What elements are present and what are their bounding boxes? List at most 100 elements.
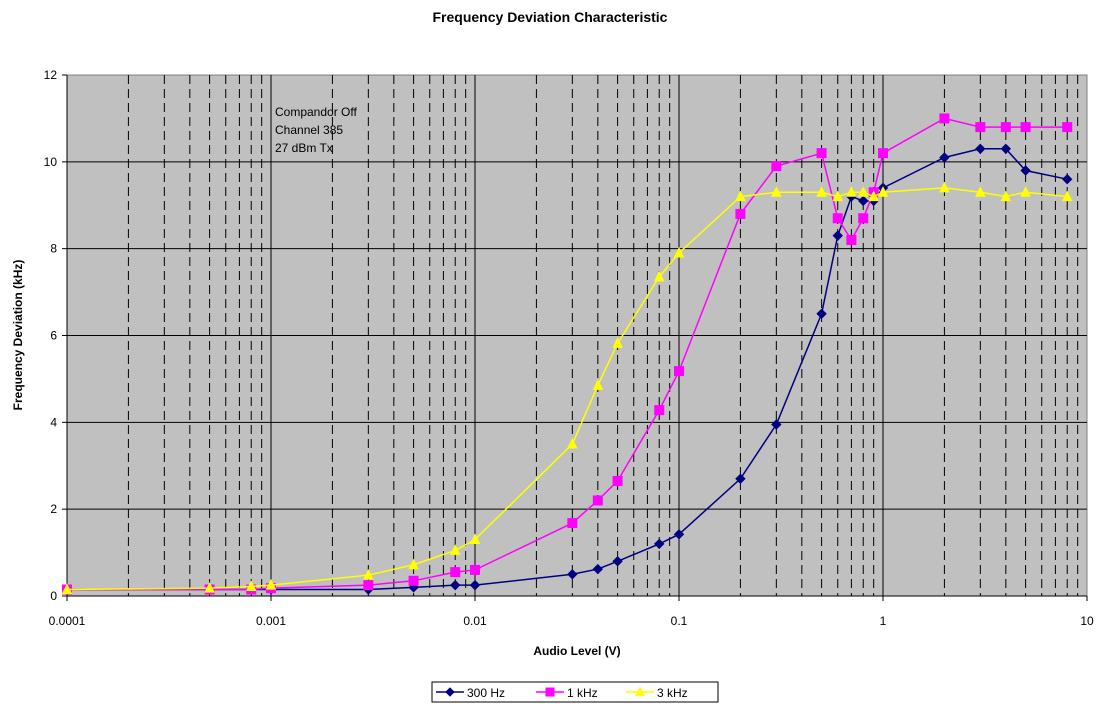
triangle-marker bbox=[635, 686, 645, 696]
square-marker bbox=[858, 213, 869, 224]
square-marker bbox=[363, 580, 374, 591]
diamond-marker bbox=[1000, 143, 1012, 155]
diamond-marker bbox=[445, 687, 455, 697]
triangle-marker bbox=[816, 186, 827, 197]
diamond-marker bbox=[612, 556, 623, 567]
annotation-line-2: Channel 385 bbox=[275, 123, 343, 137]
square-marker bbox=[771, 161, 782, 172]
x-tick-label: 0.01 bbox=[463, 614, 487, 628]
legend-box bbox=[431, 681, 719, 703]
triangle-marker bbox=[265, 579, 277, 590]
square-marker bbox=[470, 564, 480, 575]
square-marker bbox=[674, 366, 684, 377]
y-tick-label: 0 bbox=[50, 589, 57, 603]
triangle-marker bbox=[449, 544, 461, 555]
square-marker bbox=[1020, 122, 1031, 133]
y-tick-labels: 0 2 4 6 8 10 12 bbox=[44, 68, 67, 603]
square-marker bbox=[1000, 122, 1011, 133]
diamond-marker bbox=[567, 569, 578, 580]
triangle-marker bbox=[408, 558, 419, 570]
triangle-marker bbox=[857, 186, 869, 197]
square-marker bbox=[612, 475, 623, 486]
diamond-marker bbox=[816, 308, 827, 319]
triangle-marker bbox=[1000, 190, 1012, 202]
y-tick-label: 8 bbox=[50, 242, 57, 256]
diamond-marker bbox=[469, 579, 481, 591]
triangle-marker bbox=[771, 186, 782, 197]
diamond-marker bbox=[735, 473, 746, 484]
diamond-marker bbox=[592, 563, 604, 575]
legend-item-300-hz: 300 Hz bbox=[436, 686, 505, 700]
triangle-marker bbox=[975, 186, 986, 197]
diamond-marker bbox=[673, 529, 685, 540]
triangle-marker bbox=[673, 246, 685, 258]
legend-item-1-khz: 1 kHz bbox=[536, 686, 598, 700]
annotation-line-3: 27 dBm Tx bbox=[275, 141, 333, 155]
triangle-marker bbox=[245, 580, 257, 591]
x-tick-label: 0.001 bbox=[256, 614, 286, 628]
y-tick-label: 6 bbox=[50, 329, 57, 343]
triangle-marker bbox=[204, 582, 215, 593]
square-marker bbox=[654, 405, 665, 416]
square-marker bbox=[592, 495, 603, 506]
annotation-box: Compandor Off Channel 385 27 dBm Tx bbox=[275, 105, 357, 155]
triangle-marker bbox=[832, 190, 844, 202]
triangle-marker bbox=[868, 190, 879, 202]
series-group bbox=[61, 113, 1073, 595]
legend-label: 3 kHz bbox=[657, 686, 688, 700]
x-axis-title: Audio Level (V) bbox=[533, 644, 620, 658]
chart-title: Frequency Deviation Characteristic bbox=[433, 9, 668, 25]
triangle-marker bbox=[567, 437, 578, 449]
series-3-khz bbox=[61, 181, 1073, 594]
triangle-marker bbox=[612, 337, 623, 348]
y-tick-label: 10 bbox=[44, 155, 58, 169]
y-tick-label: 12 bbox=[44, 68, 58, 82]
legend: 300 Hz 1 kHz 3 kHz bbox=[431, 681, 719, 703]
triangle-marker bbox=[469, 533, 481, 545]
series-line bbox=[67, 117, 1068, 591]
square-marker bbox=[1062, 122, 1073, 133]
series-line bbox=[67, 148, 1068, 591]
grid-lines bbox=[67, 75, 1087, 596]
annotation-line-1: Compandor Off bbox=[275, 105, 357, 119]
diamond-marker bbox=[975, 143, 986, 155]
triangle-marker bbox=[653, 270, 665, 282]
square-marker bbox=[816, 148, 827, 159]
triangle-marker bbox=[1020, 186, 1031, 197]
triangle-marker bbox=[735, 190, 746, 202]
square-marker bbox=[939, 113, 950, 124]
square-marker bbox=[846, 234, 857, 245]
square-marker bbox=[832, 213, 843, 224]
square-marker bbox=[567, 518, 578, 529]
diamond-marker bbox=[450, 579, 461, 591]
diamond-marker bbox=[939, 152, 950, 163]
legend-item-3-khz: 3 kHz bbox=[626, 686, 688, 700]
diamond-marker bbox=[1062, 173, 1073, 185]
triangle-marker bbox=[363, 569, 374, 580]
legend-label: 300 Hz bbox=[467, 686, 505, 700]
y-tick-label: 2 bbox=[50, 502, 57, 516]
y-axis-title: Frequency Deviation (kHz) bbox=[11, 260, 25, 411]
y-tick-label: 4 bbox=[50, 415, 57, 429]
square-marker bbox=[450, 567, 461, 578]
triangle-marker bbox=[61, 583, 73, 594]
triangle-marker bbox=[592, 379, 604, 390]
diamond-marker bbox=[771, 419, 782, 430]
square-marker bbox=[735, 208, 746, 219]
series-line bbox=[66, 187, 1068, 591]
diamond-marker bbox=[654, 538, 665, 550]
diamond-marker bbox=[1020, 165, 1031, 176]
x-tick-label: 10 bbox=[1080, 614, 1094, 628]
x-tick-label: 0.0001 bbox=[49, 614, 86, 628]
square-marker bbox=[975, 122, 986, 133]
x-tick-labels: 0.0001 0.001 0.01 0.1 1 10 bbox=[49, 596, 1094, 628]
x-tick-label: 1 bbox=[880, 614, 887, 628]
triangle-marker bbox=[846, 186, 857, 197]
square-marker bbox=[878, 148, 888, 159]
triangle-marker bbox=[877, 186, 889, 197]
triangle-marker bbox=[939, 181, 950, 193]
square-marker bbox=[545, 687, 555, 697]
triangle-marker bbox=[1061, 190, 1073, 202]
diamond-marker bbox=[858, 195, 869, 207]
